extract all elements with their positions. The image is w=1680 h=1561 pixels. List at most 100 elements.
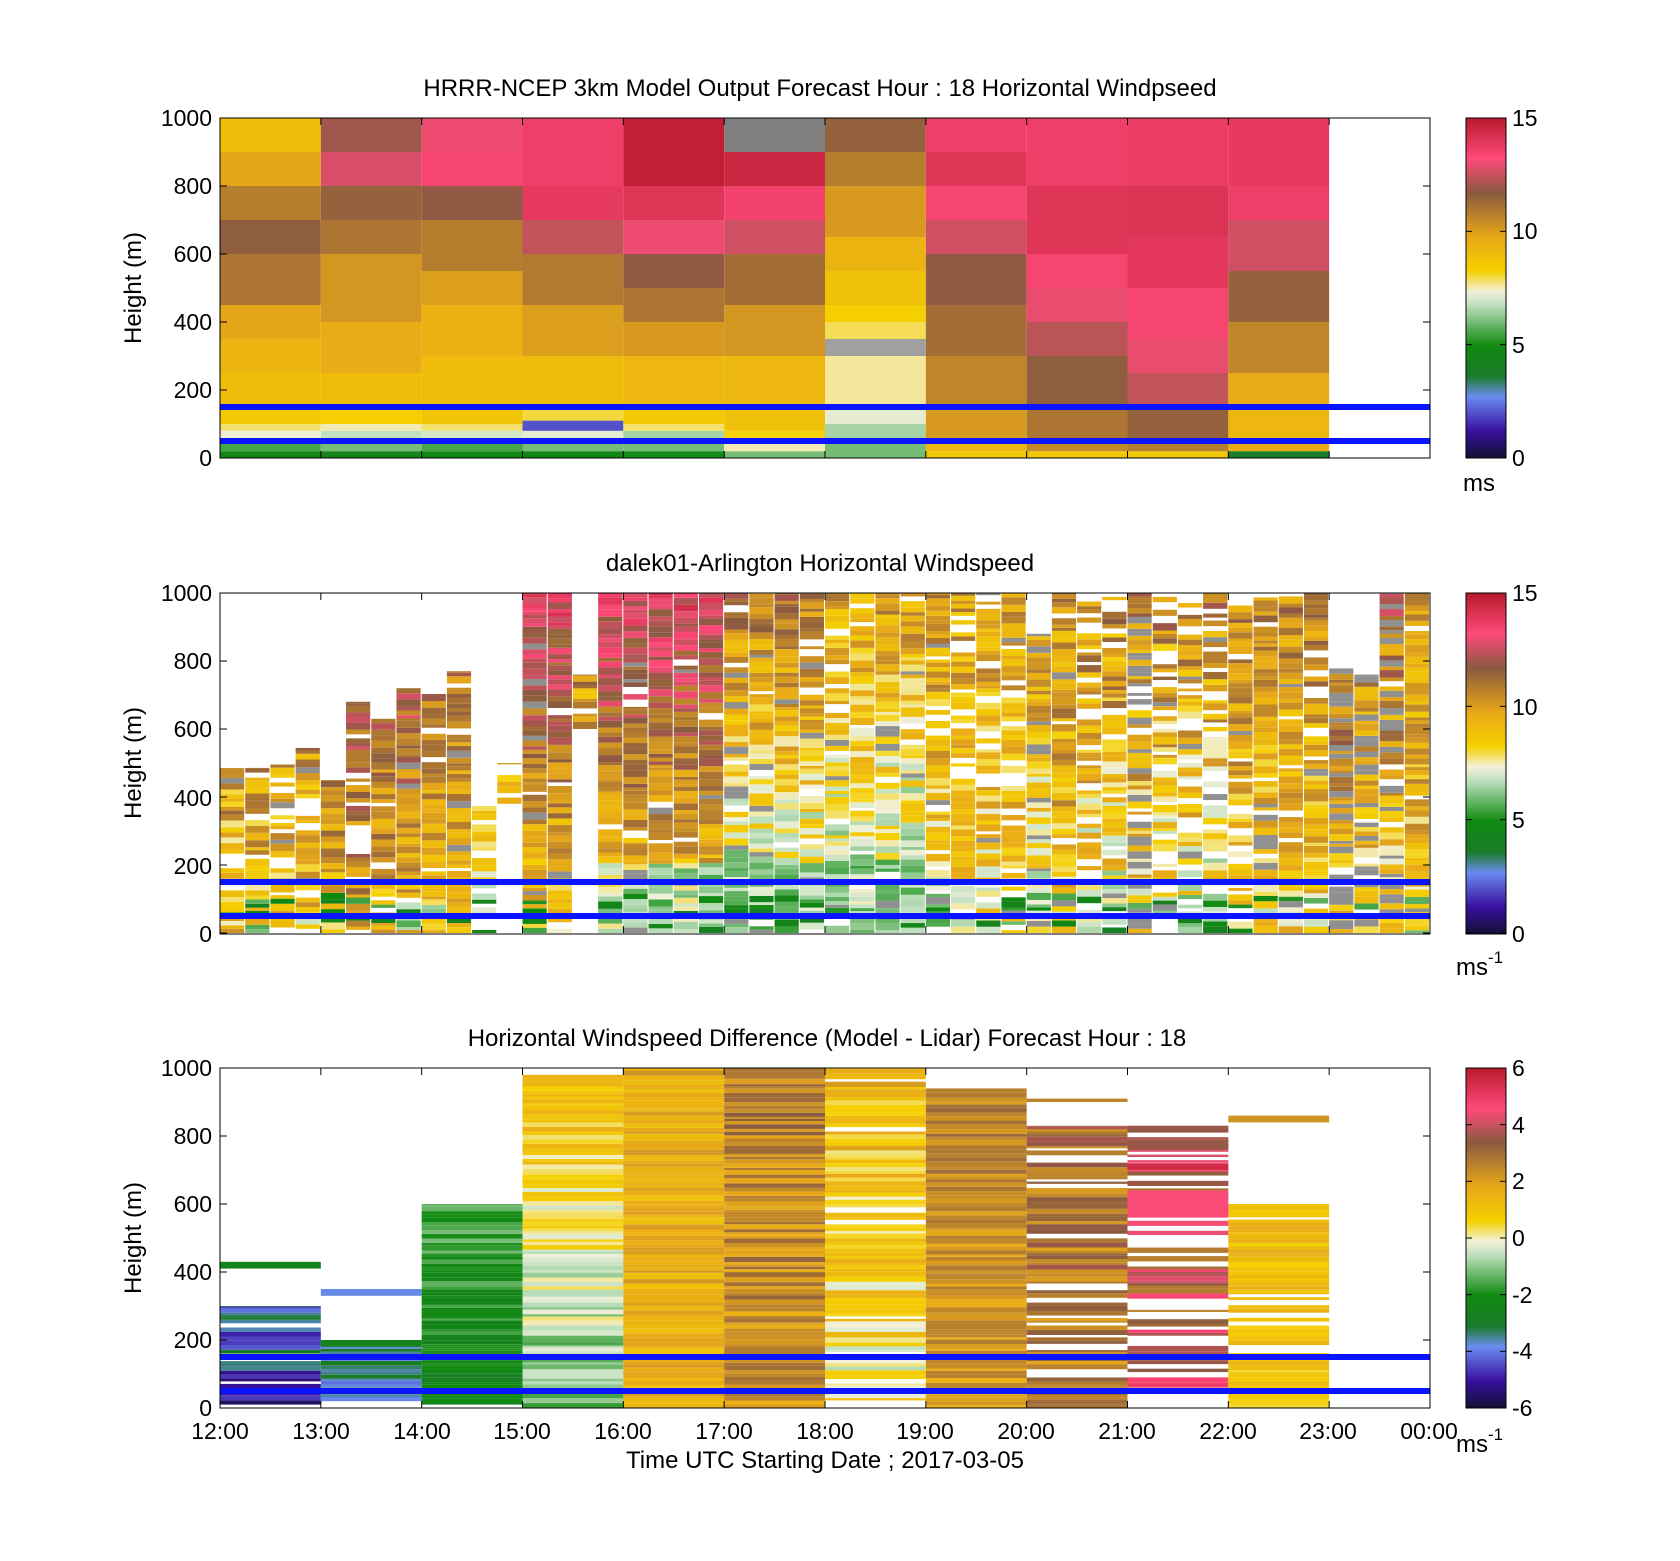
lidar-cbar-unit: ms-1 [1456,948,1503,981]
lidar-cell [724,919,749,924]
lidar-cell [673,790,698,798]
lidar-cell [371,762,396,770]
lidar-cell [1102,881,1127,890]
lidar-cell [850,700,875,705]
lidar-cell [875,825,900,830]
lidar-cell [774,699,799,704]
lidar-cell [446,781,472,786]
lidar-cell [1152,720,1177,725]
difference-cell [825,1131,926,1135]
lidar-cell [850,672,875,677]
lidar-cell [1354,869,1379,876]
lidar-cell [1203,870,1228,877]
lidar-cell [900,884,925,888]
lidar-cell [698,707,724,714]
lidar-cell [1278,709,1303,717]
difference-ytick: 400 [174,1259,212,1285]
lidar-cell [1329,920,1354,924]
difference-cell [623,1367,725,1373]
difference-cell [421,1269,523,1273]
lidar-cell [1152,747,1177,752]
model-cell [825,305,926,322]
lidar-cell [673,910,698,915]
lidar-cell [1102,756,1127,762]
difference-cell [724,1167,825,1171]
lidar-cell [1051,738,1077,743]
difference-cell [1026,1350,1128,1353]
lidar-cell [1404,694,1429,702]
lidar-cell [1051,624,1077,628]
lidar-cell [1152,792,1177,797]
difference-cell [1026,1171,1128,1177]
difference-cell [522,1205,624,1210]
lidar-cell [1228,813,1253,819]
difference-cell [825,1281,926,1287]
difference-cell [724,1229,825,1233]
model-cell [724,451,825,458]
difference-cell [724,1295,825,1300]
lidar-cell [1001,865,1026,869]
lidar-cell [774,828,799,834]
lidar-cell [1077,633,1102,640]
model-cell [724,407,825,431]
difference-cell [724,1174,825,1179]
lidar-cell [270,885,295,893]
lidar-cell [572,684,598,689]
difference-cell [522,1093,624,1097]
lidar-cell [1329,668,1354,674]
lidar-cell [547,818,572,825]
difference-cell [925,1104,1027,1108]
difference-xtick: 20:00 [997,1418,1055,1444]
lidar-cell [497,797,522,804]
difference-cell [522,1286,624,1290]
lidar-cell [1278,687,1303,693]
lidar-cell [1404,816,1429,824]
lidar-cell [547,841,572,849]
lidar-cell [673,803,698,811]
lidar-cell [446,844,472,852]
lidar-cell [1404,682,1429,690]
model-cell [421,356,523,407]
lidar-cell [1127,717,1152,725]
lidar-cell [1203,817,1228,825]
lidar-cell [1152,821,1177,829]
lidar-ylabel: Height (m) [120,707,147,819]
lidar-cell [1026,868,1051,872]
lidar-cell [1077,854,1102,860]
lidar-cell [951,919,976,927]
lidar-cell [522,597,547,604]
difference-cell [522,1281,624,1287]
lidar-cell [497,763,522,765]
difference-cell [724,1149,825,1155]
lidar-cell [925,688,951,692]
lidar-cell [497,781,522,786]
lidar-cell [346,798,371,803]
difference-cell [825,1327,926,1332]
difference-cell [1228,1325,1330,1330]
lidar-cell [1077,847,1102,855]
lidar-cell [572,675,598,682]
difference-cell [925,1188,1027,1192]
difference-cell [421,1295,523,1298]
lidar-cell [976,770,1001,774]
difference-cell [522,1174,624,1180]
lidar-cell [1354,757,1379,761]
lidar-cell [1253,603,1278,607]
lidar-cell [1379,792,1404,796]
lidar-cell [1177,762,1203,768]
lidar-cell [245,910,270,914]
lidar-cell [421,823,446,827]
lidar-cell [825,671,850,678]
difference-cell [724,1191,825,1196]
lidar-cell [598,778,623,782]
lidar-cell [598,604,623,610]
lidar-cell [245,903,270,908]
lidar-cell [220,917,245,921]
lidar-cell [1203,620,1228,627]
difference-cell [220,1306,321,1307]
lidar-cell [1278,846,1303,853]
difference-cell [522,1179,624,1185]
lidar-cell [1026,725,1051,732]
lidar-cell [1203,858,1228,863]
lidar-cell [1329,679,1354,683]
